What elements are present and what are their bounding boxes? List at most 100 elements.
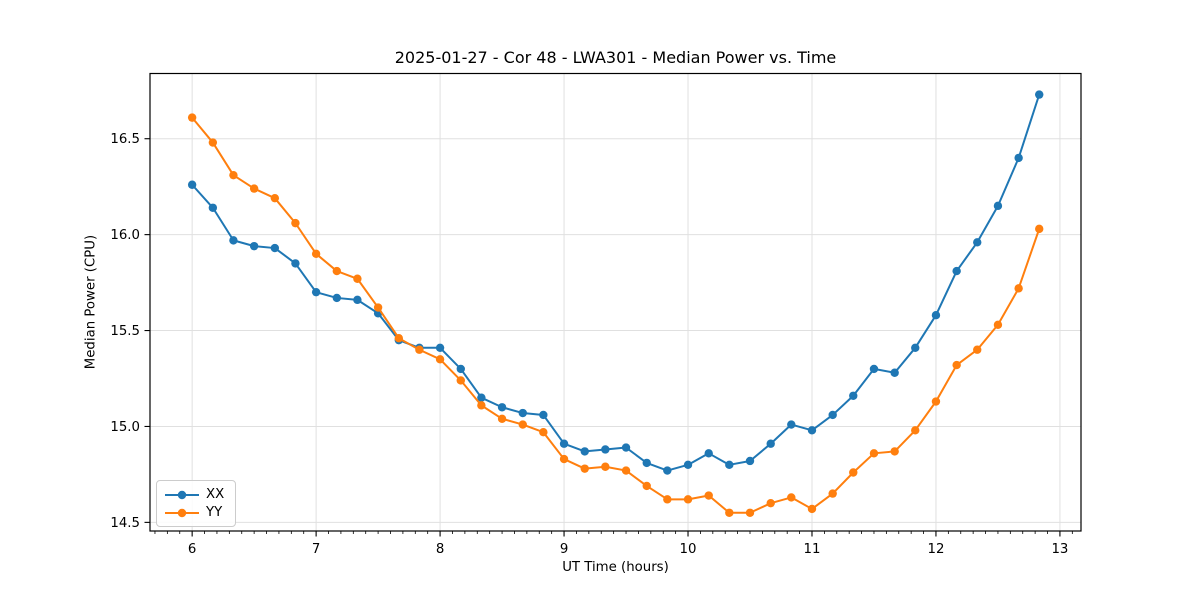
series-xx-marker — [311, 287, 321, 297]
series-yy-marker — [270, 193, 280, 203]
series-yy-marker — [208, 138, 218, 147]
series-yy-marker — [539, 428, 548, 437]
series-yy-marker — [766, 498, 775, 508]
series-yy-marker — [580, 464, 589, 473]
series-yy-marker — [911, 426, 920, 435]
x-tick-label: 13 — [1051, 542, 1068, 557]
series-yy-marker — [229, 170, 238, 180]
legend-label-xx: XX — [206, 487, 225, 502]
series-yy-marker — [890, 447, 899, 456]
x-tick-label: 12 — [927, 542, 944, 557]
series-xx-marker — [1035, 90, 1044, 99]
series-yy-marker — [869, 449, 879, 458]
series-yy-marker — [952, 360, 961, 370]
series-yy-marker — [1035, 224, 1044, 234]
series-xx-marker — [828, 410, 837, 420]
x-tick-label: 10 — [680, 542, 697, 557]
series-yy-marker — [373, 303, 383, 312]
series-yy-marker — [497, 414, 507, 423]
series-xx-marker — [993, 201, 1003, 211]
series-xx-marker — [208, 203, 218, 212]
series-yy-marker — [973, 345, 982, 354]
x-tick-label: 7 — [312, 542, 320, 557]
legend-swatch-yy — [165, 508, 199, 517]
series-xx-marker — [725, 460, 734, 470]
series-xx-marker — [477, 393, 486, 402]
y-tick-label: 16.5 — [110, 132, 140, 147]
x-axis-label: UT Time (hours) — [562, 560, 669, 575]
series-yy-marker — [187, 113, 197, 122]
series-yy-marker — [291, 218, 300, 228]
series-xx-marker — [663, 466, 672, 475]
series-yy-line — [191, 116, 1041, 514]
y-tick-label: 15.5 — [110, 324, 140, 339]
legend-item-xx: XX — [165, 487, 224, 502]
series-xx-marker — [787, 420, 796, 429]
series-yy-marker — [518, 420, 527, 429]
series-xx-marker — [601, 445, 610, 454]
series-xx-marker — [952, 266, 961, 276]
series-xx-marker — [518, 408, 527, 418]
series-yy-marker — [353, 274, 362, 283]
series-xx-marker — [187, 180, 197, 189]
series-xx-marker — [621, 443, 631, 452]
legend-label-yy: YY — [206, 505, 223, 520]
x-tick-label: 6 — [188, 542, 196, 557]
series-yy-marker — [249, 184, 259, 193]
series-xx-marker — [580, 447, 589, 456]
series-yy-marker — [394, 334, 404, 343]
series-xx-marker — [291, 259, 300, 268]
series-xx-marker — [539, 410, 548, 420]
series-xx-marker — [456, 364, 465, 374]
y-tick-label: 14.5 — [110, 516, 140, 531]
series-yy-marker — [456, 376, 465, 385]
series-xx-marker — [353, 295, 362, 305]
series-yy-marker — [828, 489, 837, 498]
series-yy-marker — [559, 454, 569, 464]
series-yy-marker — [332, 266, 342, 276]
plot-frame — [149, 72, 1082, 532]
series-yy-marker — [931, 397, 941, 406]
series-xx-marker — [766, 439, 775, 448]
series-xx-marker — [973, 238, 982, 247]
series-yy-marker — [621, 466, 631, 475]
series-xx-marker — [890, 368, 899, 377]
series-xx-marker — [807, 426, 817, 435]
series-yy-marker — [849, 468, 858, 477]
y-tick-label: 15.0 — [110, 420, 140, 435]
y-axis-label: Median Power (CPU) — [83, 234, 99, 370]
legend: XX YY — [156, 480, 237, 527]
series-yy-marker — [993, 320, 1003, 329]
series-yy-marker — [704, 491, 713, 500]
series-xx-line — [191, 94, 1041, 472]
series-xx-marker — [849, 391, 858, 400]
legend-item-yy: YY — [165, 505, 224, 520]
series-yy-marker — [477, 401, 486, 410]
series-xx-marker — [642, 458, 651, 468]
series-yy-marker — [642, 481, 651, 491]
series-xx-marker — [435, 343, 445, 353]
series-xx-marker — [497, 403, 507, 412]
series-xx-marker — [332, 293, 342, 303]
series-yy-marker — [683, 495, 693, 504]
series-yy-marker — [787, 493, 796, 502]
x-tick-label: 9 — [560, 542, 568, 557]
series-xx-marker — [249, 241, 259, 251]
series-xx-marker — [704, 449, 713, 458]
series-xx-marker — [683, 460, 693, 470]
series-yy-marker — [311, 249, 321, 259]
series-xx-marker — [229, 236, 238, 245]
series-yy-marker — [725, 508, 734, 517]
series-xx-marker — [1014, 153, 1023, 163]
series-xx-marker — [869, 364, 879, 374]
series-xx-marker — [931, 310, 941, 320]
x-tick-label: 11 — [804, 542, 821, 557]
y-tick-label: 16.0 — [110, 228, 140, 243]
chart-title: 2025-01-27 - Cor 48 - LWA301 - Median Po… — [394, 48, 837, 67]
series-yy-marker — [745, 508, 755, 517]
series-xx-marker — [270, 243, 280, 253]
series-xx-marker — [745, 456, 755, 466]
x-tick-label: 8 — [436, 542, 444, 557]
